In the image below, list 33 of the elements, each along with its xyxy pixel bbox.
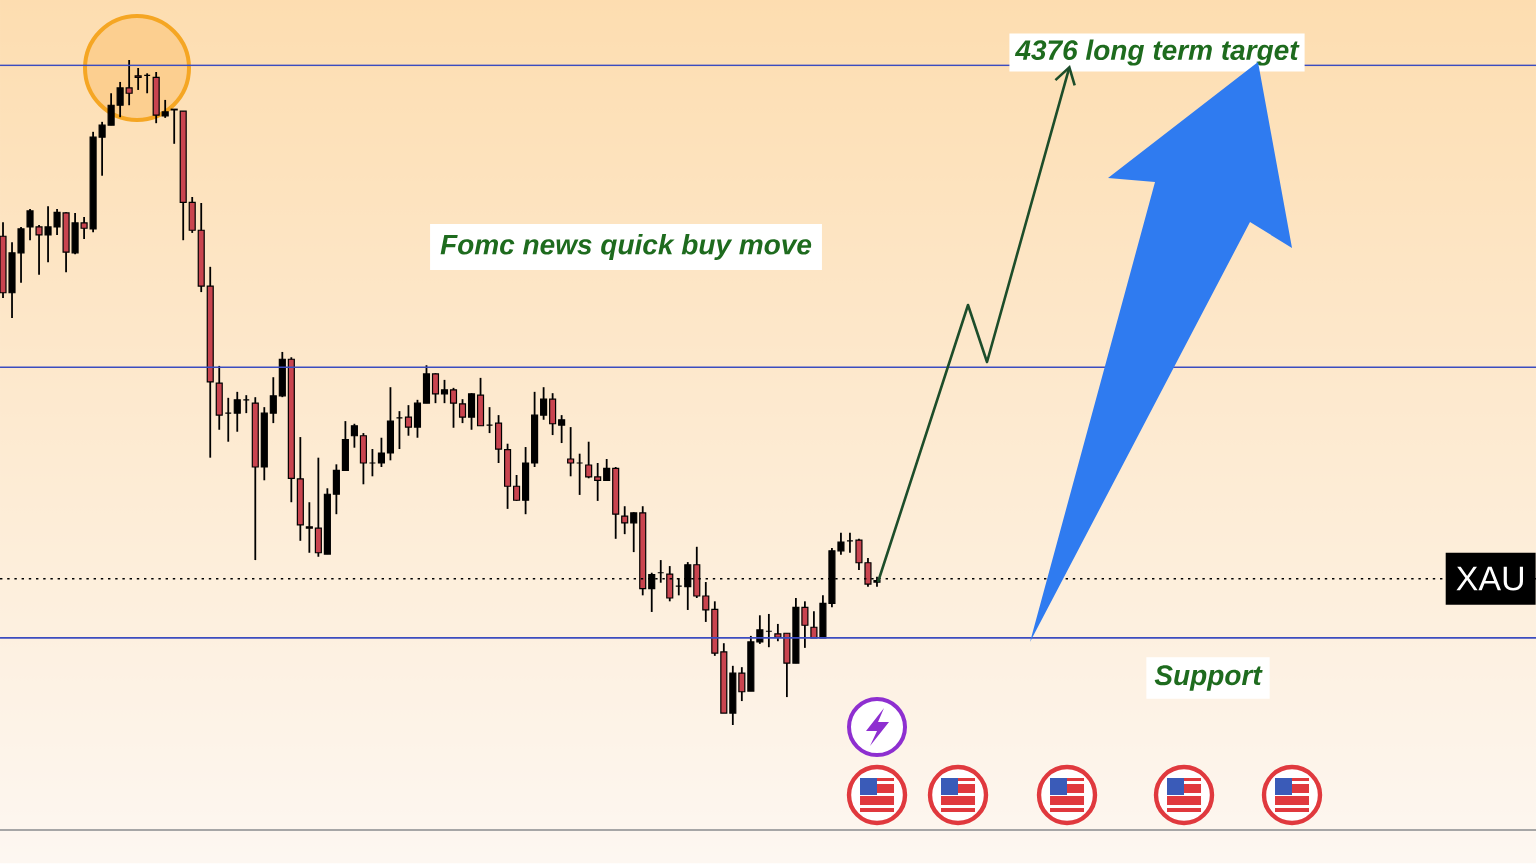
candlestick [431, 372, 440, 405]
candlestick [467, 392, 476, 431]
candlestick [233, 390, 241, 433]
candlestick [332, 463, 340, 516]
candlestick [134, 67, 142, 91]
candlestick [269, 376, 277, 424]
candlestick [603, 458, 611, 482]
candlestick [594, 462, 602, 502]
ref-line-label: 4376 long term target [1014, 39, 1300, 66]
candlestick [116, 81, 124, 119]
candlestick [567, 426, 575, 478]
candlestick [630, 511, 638, 554]
candlestick [440, 378, 449, 405]
candlestick [404, 404, 413, 437]
candlestick [558, 414, 566, 444]
candlestick [513, 474, 521, 502]
candlestick [702, 581, 710, 623]
annotation: Fomc news quick buy move [440, 233, 812, 261]
candlestick [305, 501, 313, 554]
candlestick [413, 398, 422, 439]
candlestick [738, 666, 746, 702]
candlestick [107, 92, 115, 127]
ref-line-label: Support [1154, 665, 1263, 691]
candlestick [585, 440, 593, 480]
candlestick [125, 59, 133, 107]
candlestick [756, 614, 764, 645]
candlestick [449, 386, 458, 429]
candlestick [377, 436, 385, 468]
candlestick [170, 108, 178, 145]
candlestick [458, 398, 467, 424]
candlestick [540, 386, 548, 421]
ref-line-label: XAU [1456, 566, 1523, 591]
candlestick [350, 422, 358, 449]
